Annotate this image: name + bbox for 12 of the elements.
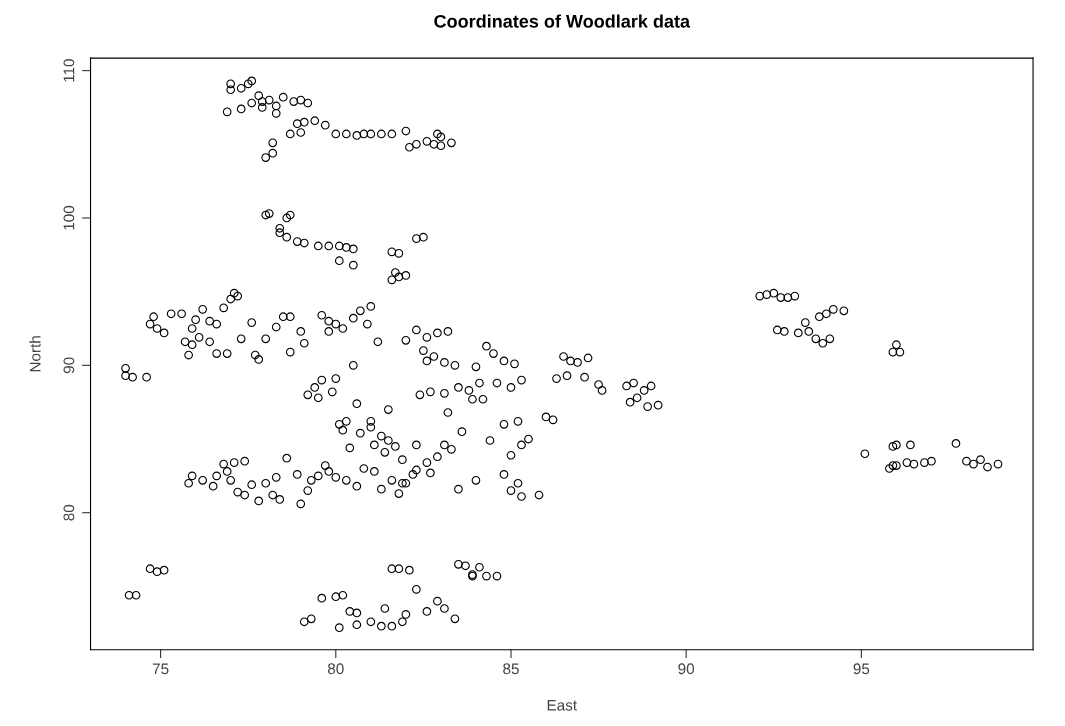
x-axis-title: East [547,699,577,711]
x-tick-label: 85 [503,663,519,675]
y-axis-title: North [29,336,41,372]
y-tick-label: 80 [63,504,75,521]
x-tick-label: 80 [327,663,344,675]
y-tick-label: 100 [63,205,75,230]
x-tick-label: 90 [678,663,695,675]
x-tick-label: 75 [152,663,169,675]
x-tick-label: 95 [853,663,870,675]
y-tick-label: 90 [63,357,75,374]
y-tick-label: 110 [63,59,75,82]
chart-title: Coordinates of Woodlark data [434,14,691,28]
